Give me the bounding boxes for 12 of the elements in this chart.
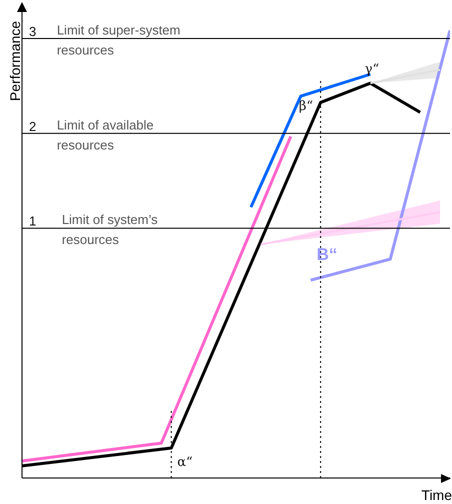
ref-line-label: Limit of super-system resources: [56, 22, 180, 58]
annotation: 2: [28, 118, 36, 134]
x-axis-title: Time: [421, 486, 452, 504]
annotation: β“: [298, 98, 314, 116]
annotation: α“: [176, 454, 194, 472]
y-axis-title: Performance: [6, 20, 24, 104]
annotation: 3: [28, 24, 36, 39]
annotation: γ“: [364, 61, 380, 79]
series-label: B“: [316, 245, 338, 264]
annotation: 1: [28, 214, 36, 229]
ref-line-label: Limit of available resources: [56, 117, 154, 152]
ref-line-label: Limit of system’s resources: [62, 212, 158, 248]
